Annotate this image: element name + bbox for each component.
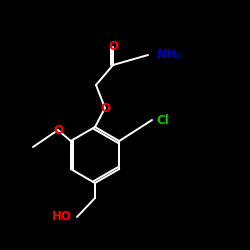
Text: NH₂: NH₂ [157, 48, 182, 62]
Text: O: O [108, 40, 118, 54]
Text: Cl: Cl [156, 114, 169, 126]
Text: HO: HO [52, 210, 72, 224]
Text: O: O [100, 102, 110, 114]
Text: O: O [53, 124, 63, 136]
